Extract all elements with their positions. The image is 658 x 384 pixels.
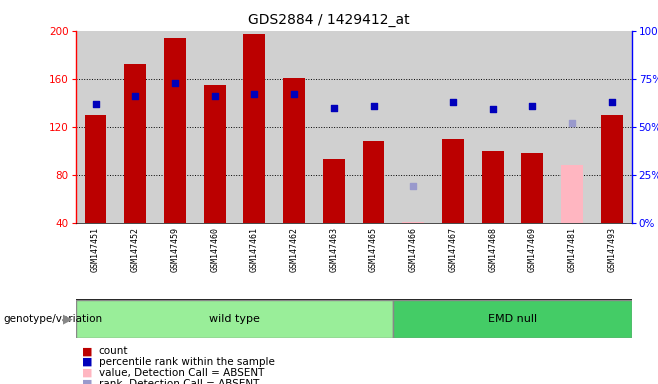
- Point: [130, 93, 141, 99]
- Text: GSM147468: GSM147468: [488, 227, 497, 271]
- Bar: [433, 31, 473, 223]
- Bar: [363, 141, 384, 223]
- Point: [447, 99, 458, 105]
- Bar: [283, 78, 305, 223]
- Bar: [115, 31, 155, 223]
- Text: genotype/variation: genotype/variation: [3, 314, 103, 324]
- Text: GSM147452: GSM147452: [131, 227, 139, 271]
- Text: wild type: wild type: [209, 314, 260, 324]
- Bar: [561, 165, 583, 223]
- Text: GSM147462: GSM147462: [290, 227, 299, 271]
- Bar: [76, 300, 393, 338]
- Point: [607, 99, 617, 105]
- Bar: [354, 31, 393, 223]
- Bar: [522, 153, 544, 223]
- Bar: [442, 139, 464, 223]
- Bar: [76, 31, 115, 223]
- Text: value, Detection Call = ABSENT: value, Detection Call = ABSENT: [99, 368, 264, 378]
- Text: GDS2884 / 1429412_at: GDS2884 / 1429412_at: [248, 13, 410, 27]
- Bar: [243, 34, 265, 223]
- Text: GSM147459: GSM147459: [170, 227, 180, 271]
- Point: [527, 103, 538, 109]
- Bar: [552, 31, 592, 223]
- Bar: [195, 31, 234, 223]
- Text: GSM147460: GSM147460: [210, 227, 219, 271]
- Bar: [402, 222, 424, 223]
- Point: [368, 103, 379, 109]
- Point: [209, 93, 220, 99]
- Bar: [85, 115, 107, 223]
- Bar: [124, 64, 146, 223]
- Text: ■: ■: [82, 346, 93, 356]
- Point: [289, 91, 299, 97]
- Bar: [323, 159, 345, 223]
- Bar: [601, 115, 622, 223]
- Bar: [124, 64, 146, 223]
- Text: GSM147465: GSM147465: [369, 227, 378, 271]
- Text: EMD null: EMD null: [488, 314, 537, 324]
- Text: count: count: [99, 346, 128, 356]
- Bar: [482, 151, 503, 223]
- Bar: [482, 151, 503, 223]
- Point: [488, 106, 498, 113]
- Text: GSM147451: GSM147451: [91, 227, 100, 271]
- Bar: [363, 141, 384, 223]
- Bar: [243, 34, 265, 223]
- Bar: [155, 31, 195, 223]
- Text: GSM147481: GSM147481: [568, 227, 576, 271]
- Text: GSM147466: GSM147466: [409, 227, 418, 271]
- Text: ▶: ▶: [63, 312, 72, 325]
- Bar: [601, 115, 622, 223]
- Bar: [323, 159, 345, 223]
- Text: GSM147463: GSM147463: [329, 227, 338, 271]
- Text: ■: ■: [82, 379, 93, 384]
- Bar: [592, 31, 632, 223]
- Bar: [442, 139, 464, 223]
- Text: GSM147461: GSM147461: [250, 227, 259, 271]
- Text: ■: ■: [82, 368, 93, 378]
- Text: ■: ■: [82, 357, 93, 367]
- Bar: [393, 300, 632, 338]
- Point: [567, 120, 577, 126]
- Bar: [164, 38, 186, 223]
- Point: [249, 91, 260, 97]
- Bar: [561, 165, 583, 223]
- Bar: [402, 222, 424, 223]
- Bar: [522, 153, 544, 223]
- Text: rank, Detection Call = ABSENT: rank, Detection Call = ABSENT: [99, 379, 259, 384]
- Bar: [204, 85, 226, 223]
- Bar: [393, 31, 433, 223]
- Point: [328, 104, 339, 111]
- Bar: [234, 31, 274, 223]
- Text: GSM147467: GSM147467: [449, 227, 457, 271]
- Bar: [513, 31, 552, 223]
- Point: [170, 79, 180, 86]
- Point: [90, 101, 101, 107]
- Bar: [473, 31, 513, 223]
- Text: GSM147493: GSM147493: [607, 227, 617, 271]
- Bar: [204, 85, 226, 223]
- Bar: [85, 115, 107, 223]
- Text: GSM147469: GSM147469: [528, 227, 537, 271]
- Point: [408, 183, 418, 189]
- Bar: [164, 38, 186, 223]
- Text: percentile rank within the sample: percentile rank within the sample: [99, 357, 274, 367]
- Bar: [283, 78, 305, 223]
- Bar: [314, 31, 354, 223]
- Bar: [274, 31, 314, 223]
